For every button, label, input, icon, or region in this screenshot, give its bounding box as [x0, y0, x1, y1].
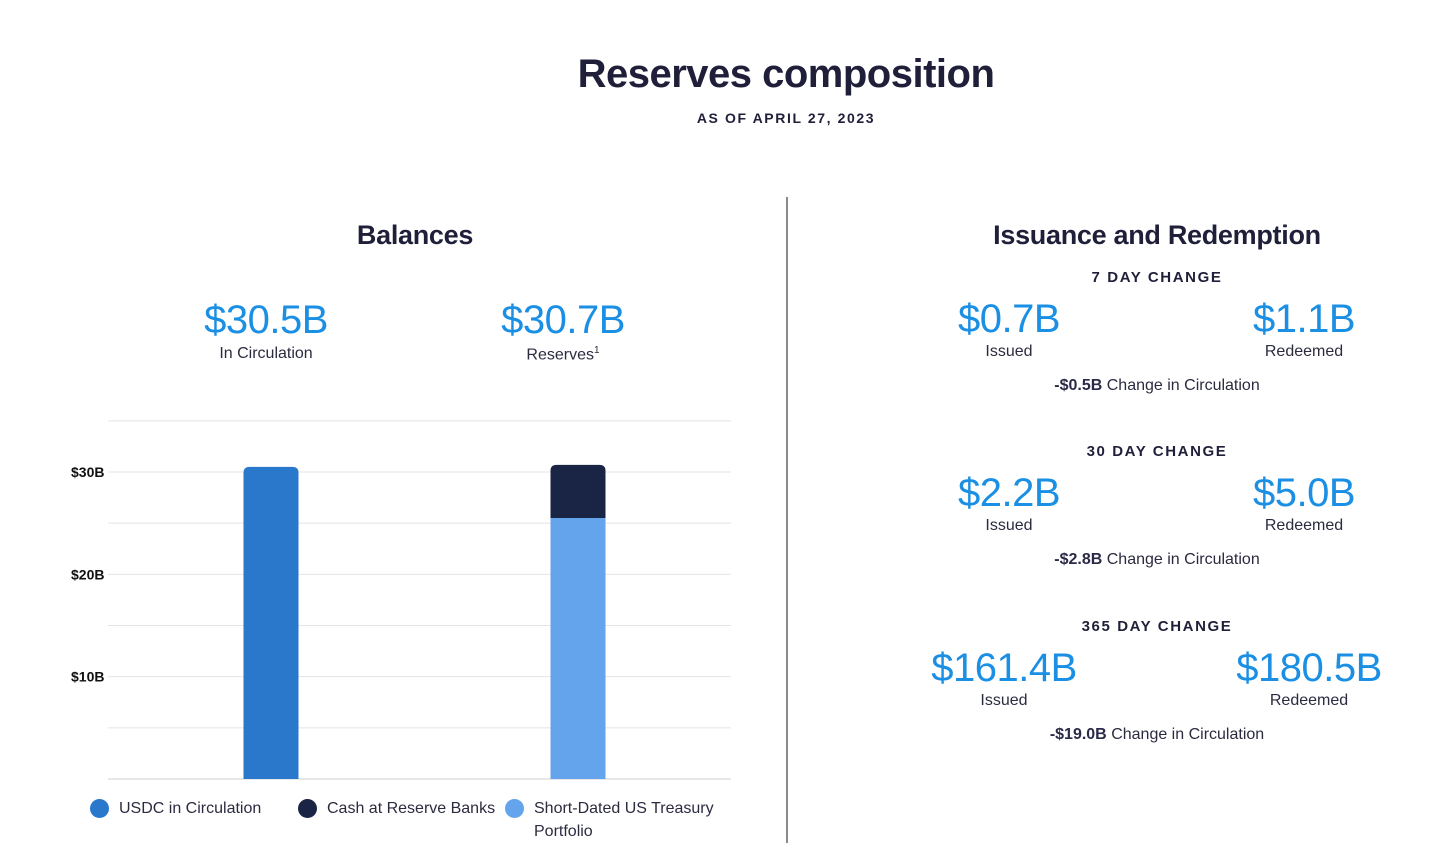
period-7-issued-value: $0.7B — [957, 297, 1061, 341]
circulation-label: In Circulation — [219, 345, 313, 362]
y-tick-label: $30B — [71, 464, 104, 480]
period-365-redeemed-value: $180.5B — [1236, 646, 1382, 690]
legend-treasury: Short-Dated US Treasury Portfolio — [505, 797, 725, 843]
legend-cash-label: Cash at Reserve Banks — [327, 800, 496, 817]
reserves-label-line: Reserves1 — [463, 345, 663, 364]
balances-title: Balances — [356, 220, 474, 250]
period-30-change-value: -$2.8B — [1054, 551, 1103, 568]
period-7-issued-label: Issued — [985, 343, 1033, 360]
reserves-label: Reserves — [526, 346, 594, 364]
period-7-change-label: Change in Circulation — [1106, 377, 1260, 394]
period-30-issued-label: Issued — [985, 517, 1033, 534]
period-30-issued: $2.2B Issued — [909, 471, 1109, 535]
balances-chart: $10B $20B $30B — [71, 420, 731, 780]
period-30-redeemed: $5.0B Redeemed — [1204, 471, 1404, 535]
period-30-change: -$2.8B Change in Circulation — [957, 551, 1357, 569]
period-365-change: -$19.0B Change in Circulation — [957, 726, 1357, 744]
reserves-footnote: 1 — [594, 345, 600, 356]
page-date: AS OF APRIL 27, 2023 — [696, 110, 876, 126]
period-365-change-label: Change in Circulation — [1111, 726, 1265, 743]
period-30-redeemed-label: Redeemed — [1264, 517, 1344, 534]
period-7-heading: 7 DAY CHANGE — [1091, 269, 1223, 286]
reserves-value: $30.7B — [501, 298, 625, 342]
period-365-issued-label: Issued — [980, 692, 1028, 709]
legend-cash-swatch — [298, 799, 317, 818]
period-365-redeemed-label: Redeemed — [1269, 692, 1349, 709]
period-365-change-value: -$19.0B — [1049, 726, 1107, 743]
legend-cash: Cash at Reserve Banks — [298, 797, 495, 820]
period-365-issued-value: $161.4B — [931, 646, 1077, 690]
y-tick-label: $20B — [71, 566, 104, 582]
reserves-stat: $30.7B Reserves1 — [463, 298, 663, 364]
bar-usdc-in-circulation — [243, 466, 299, 779]
period-30-issued-value: $2.2B — [957, 471, 1061, 515]
issuance-title: Issuance and Redemption — [993, 220, 1321, 250]
y-tick-label: $10B — [71, 669, 104, 685]
circulation-value: $30.5B — [204, 298, 328, 342]
circulation-stat: $30.5B In Circulation — [166, 298, 366, 363]
legend-usdc-label: USDC in Circulation — [119, 800, 262, 817]
legend-treasury-label: Short-Dated US Treasury Portfolio — [534, 800, 714, 840]
period-30-redeemed-value: $5.0B — [1252, 471, 1356, 515]
bar-cash-at-reserve-banks — [550, 464, 606, 519]
period-7-redeemed-value: $1.1B — [1252, 297, 1356, 341]
period-7-change-value: -$0.5B — [1054, 377, 1103, 394]
period-30-change-label: Change in Circulation — [1106, 551, 1260, 568]
page-title: Reserves composition — [577, 52, 995, 96]
period-7-redeemed: $1.1B Redeemed — [1204, 297, 1404, 361]
period-365-heading: 365 DAY CHANGE — [1081, 618, 1233, 635]
period-30-heading: 30 DAY CHANGE — [1086, 443, 1228, 460]
legend-usdc: USDC in Circulation — [90, 797, 261, 820]
period-7-issued: $0.7B Issued — [909, 297, 1109, 361]
period-7-change: -$0.5B Change in Circulation — [957, 377, 1357, 395]
section-divider — [786, 197, 788, 843]
period-7-redeemed-label: Redeemed — [1264, 343, 1344, 360]
period-365-issued: $161.4B Issued — [904, 646, 1104, 710]
bar-short-dated-us-treasury-portfolio — [550, 518, 606, 779]
legend-treasury-swatch — [505, 799, 524, 818]
period-365-redeemed: $180.5B Redeemed — [1209, 646, 1409, 710]
legend-usdc-swatch — [90, 799, 109, 818]
